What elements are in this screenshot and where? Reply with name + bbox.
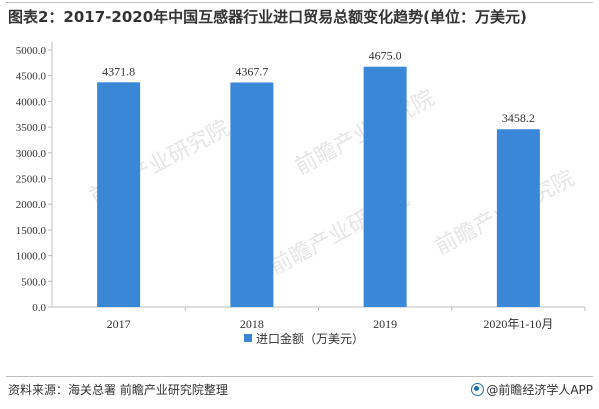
x-tick-label: 2020年1-10月	[483, 317, 553, 331]
y-tick-label: 500.0	[21, 276, 46, 288]
data-label: 4367.7	[235, 65, 268, 79]
y-tick-label: 2000.0	[16, 199, 47, 211]
source-note: 资料来源：海关总署 前瞻产业研究院整理	[8, 383, 228, 397]
chart-title: 图表2：2017-2020年中国互感器行业进口贸易总额变化趋势(单位：万美元)	[8, 8, 527, 26]
legend-label: 进口金额（万美元）	[256, 331, 364, 346]
y-tick-label: 2500.0	[16, 174, 47, 186]
bar	[496, 129, 540, 307]
bar	[97, 82, 141, 307]
brand-credit: @前瞻经济学人APP	[471, 381, 593, 398]
y-tick-label: 3500.0	[16, 122, 47, 134]
y-tick-label: 1500.0	[16, 225, 47, 237]
y-tick-label: 0.0	[32, 302, 46, 314]
y-tick-label: 3000.0	[16, 148, 47, 160]
data-label: 4675.0	[369, 49, 402, 63]
bar	[230, 82, 274, 308]
brand-label: @前瞻经济学人APP	[486, 383, 593, 397]
footer-rule	[6, 376, 593, 377]
x-tick-label: 2017	[107, 317, 131, 331]
y-tick-label: 5000.0	[16, 45, 47, 57]
legend-swatch	[244, 334, 252, 342]
brand-logo-icon	[471, 383, 485, 396]
x-tick-label: 2019	[373, 317, 397, 331]
y-tick-label: 1000.0	[16, 251, 47, 263]
bar	[363, 66, 407, 307]
y-tick-label: 4500.0	[16, 71, 47, 83]
x-tick-label: 2018	[240, 317, 264, 331]
title-top-rule	[6, 2, 593, 3]
data-label: 4371.8	[102, 64, 135, 78]
data-label: 3458.2	[502, 111, 535, 125]
y-tick-label: 4000.0	[16, 96, 47, 108]
